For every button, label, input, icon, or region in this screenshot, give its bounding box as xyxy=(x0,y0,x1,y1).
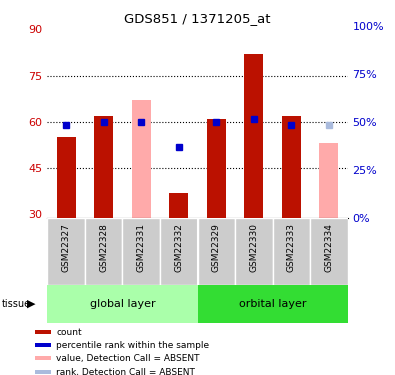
Text: tissue: tissue xyxy=(2,299,31,309)
Bar xyxy=(169,193,188,217)
Bar xyxy=(310,217,348,285)
Bar xyxy=(198,285,348,322)
Bar xyxy=(282,116,301,218)
Bar xyxy=(132,100,150,218)
Bar xyxy=(35,344,51,347)
Text: GSM22328: GSM22328 xyxy=(99,223,108,272)
Text: orbital layer: orbital layer xyxy=(239,299,306,309)
Bar xyxy=(320,144,338,218)
Bar xyxy=(245,54,263,217)
Bar xyxy=(35,330,51,334)
Bar xyxy=(94,116,113,218)
Text: rank, Detection Call = ABSENT: rank, Detection Call = ABSENT xyxy=(56,368,195,375)
Bar xyxy=(273,217,310,285)
Bar xyxy=(35,370,51,374)
Text: GSM22330: GSM22330 xyxy=(249,223,258,272)
Bar xyxy=(85,217,122,285)
Bar xyxy=(57,137,75,218)
Bar xyxy=(235,217,273,285)
Text: global layer: global layer xyxy=(90,299,155,309)
Text: percentile rank within the sample: percentile rank within the sample xyxy=(56,341,209,350)
Text: value, Detection Call = ABSENT: value, Detection Call = ABSENT xyxy=(56,354,199,363)
Text: GSM22331: GSM22331 xyxy=(137,223,146,272)
Title: GDS851 / 1371205_at: GDS851 / 1371205_at xyxy=(124,12,271,25)
Text: GSM22332: GSM22332 xyxy=(174,223,183,272)
Text: ▶: ▶ xyxy=(27,299,36,309)
Text: GSM22329: GSM22329 xyxy=(212,223,221,272)
Text: GSM22327: GSM22327 xyxy=(62,223,71,272)
Bar xyxy=(47,217,85,285)
Bar xyxy=(35,357,51,360)
Text: GSM22333: GSM22333 xyxy=(287,223,296,272)
Text: GSM22334: GSM22334 xyxy=(324,223,333,272)
Text: count: count xyxy=(56,328,82,337)
Bar xyxy=(47,285,198,322)
Bar xyxy=(198,217,235,285)
Bar xyxy=(160,217,198,285)
Bar xyxy=(207,119,226,218)
Bar xyxy=(122,217,160,285)
